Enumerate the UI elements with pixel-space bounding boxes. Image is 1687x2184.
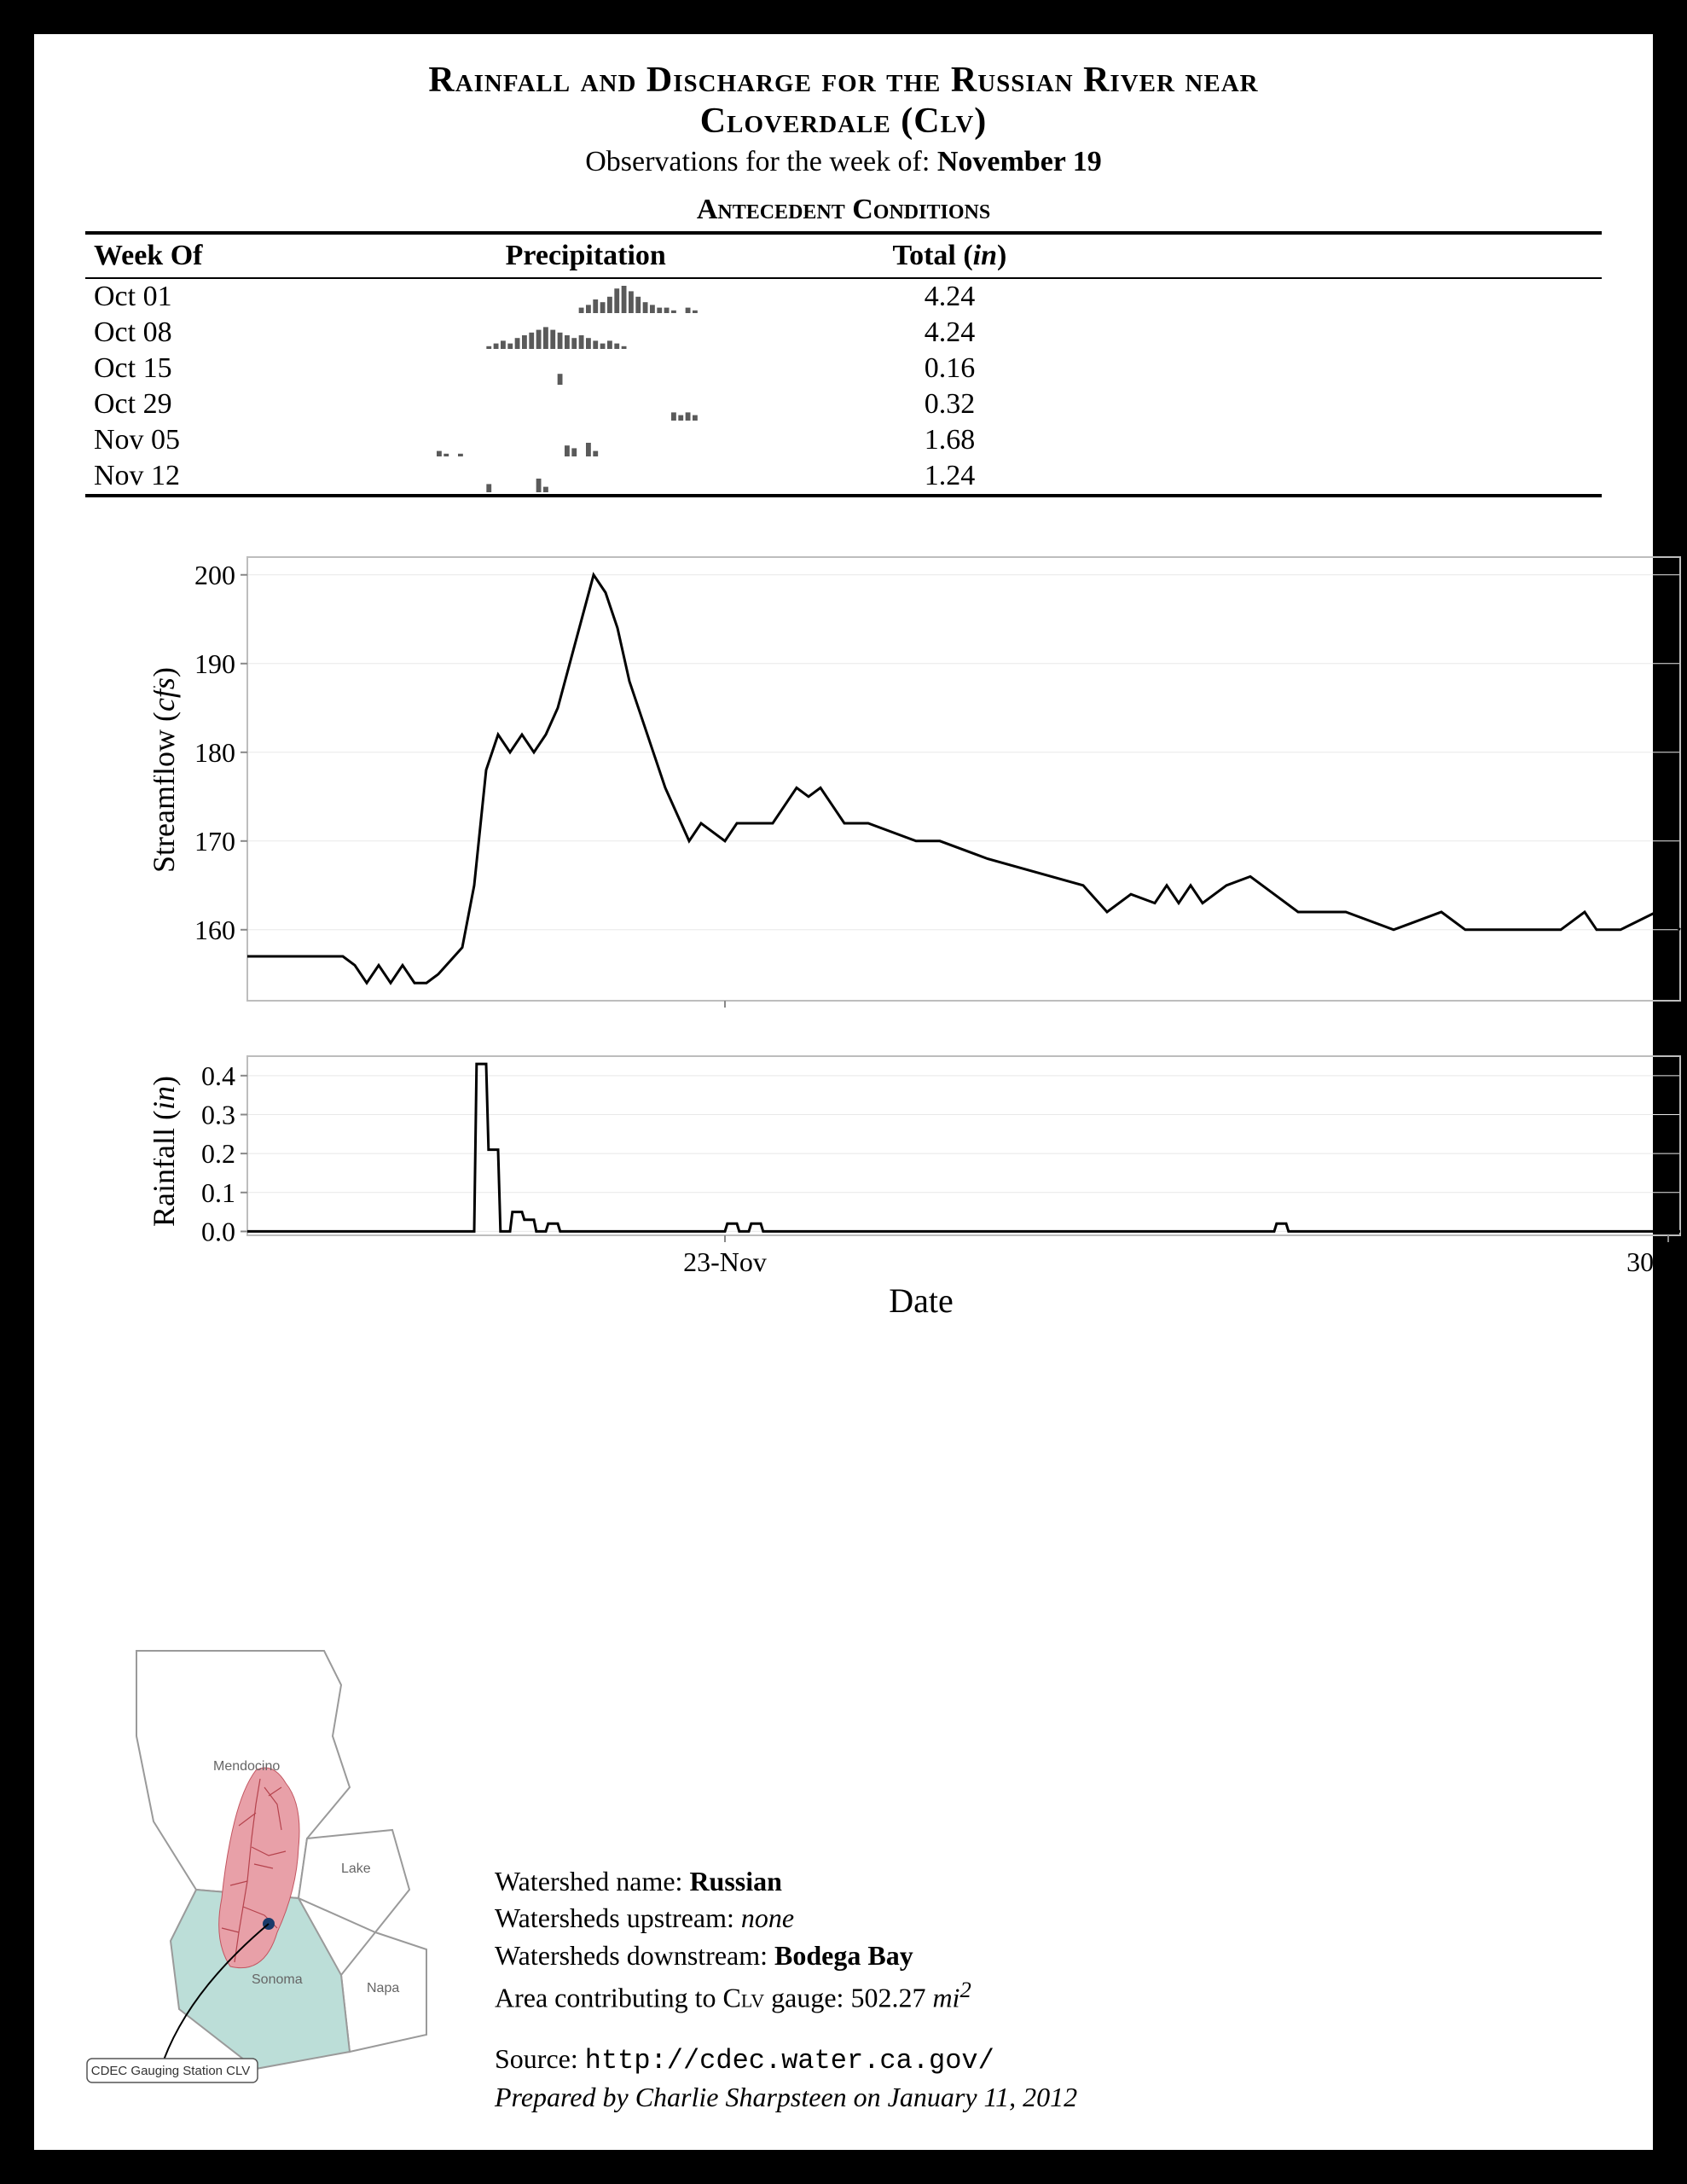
col-spacer	[1086, 233, 1602, 278]
rainfall-ylabel: Rainfall (in)	[154, 1076, 181, 1227]
cell-sparkline	[358, 315, 813, 351]
svg-text:200: 200	[194, 559, 235, 590]
conditions-table: Week Of Precipitation Total (in)Total (i…	[85, 231, 1602, 497]
county-lake	[299, 1830, 409, 1932]
subtitle-prefix: Observations for the week of:	[585, 146, 937, 177]
meta-downstream: Watersheds downstream: Bodega Bay	[495, 1937, 1077, 1974]
table-row: Oct 08 4.24	[85, 315, 1602, 351]
cell-week: Nov 05	[85, 422, 358, 458]
rainfall-chart: Rainfall (in) 0.00.10.20.30.423-Nov30-No…	[154, 1048, 1602, 1325]
meta-watershed-name: Watershed name: Russian	[495, 1863, 1077, 1900]
svg-text:190: 190	[194, 648, 235, 678]
table-row: Nov 05 1.68	[85, 422, 1602, 458]
date-xlabel: Date	[889, 1281, 954, 1320]
meta-prepared: Prepared by Charlie Sharpsteen on Januar…	[495, 2079, 1077, 2116]
cell-sparkline	[358, 351, 813, 386]
col-total: Total (in)Total (in)	[813, 233, 1086, 278]
table-row: Nov 12 1.24	[85, 458, 1602, 496]
svg-text:170: 170	[194, 825, 235, 856]
watershed-map: CDEC Gauging Station CLV Mendocino Lake So…	[85, 1634, 461, 2116]
svg-text:CDEC Gauging Station CLV: CDEC Gauging Station CLV	[91, 2064, 250, 2078]
streamflow-ylabel: Streamflow (cfs)	[154, 667, 181, 873]
svg-text:Sonoma: Sonoma	[252, 1972, 303, 1987]
antecedent-table: Week Of Precipitation Total (in)Total (i…	[85, 231, 1602, 497]
table-row: Oct 01 4.24	[85, 278, 1602, 315]
svg-text:0.3: 0.3	[201, 1099, 235, 1130]
rainfall-svg: Rainfall (in) 0.0 0.1 0.2 0.3 0.4 23-Nov 30-No…	[154, 1048, 1687, 1321]
svg-text:0.1: 0.1	[201, 1176, 235, 1207]
cell-total: 1.68	[813, 422, 1086, 458]
cell-week: Oct 29	[85, 386, 358, 422]
svg-text:23-Nov: 23-Nov	[683, 1246, 767, 1277]
svg-text:0.4: 0.4	[201, 1060, 235, 1090]
svg-text:0.0: 0.0	[201, 1216, 235, 1246]
svg-text:160: 160	[194, 914, 235, 944]
streamflow-chart: Streamflow (cfs) 160 170 180 190 200	[154, 549, 1602, 1031]
cell-sparkline	[358, 386, 813, 422]
cell-sparkline	[358, 278, 813, 315]
report-subtitle: Observations for the week of: November 1…	[85, 146, 1602, 178]
metadata-block: Watershed name: Russian Watersheds upstr…	[495, 1863, 1077, 2116]
cell-week: Oct 08	[85, 315, 358, 351]
cell-sparkline	[358, 458, 813, 496]
report-title: Rainfall and Discharge for the Russian R…	[85, 60, 1602, 142]
svg-text:Lake: Lake	[341, 1862, 371, 1876]
station-label: CDEC Gauging Station CLV	[87, 2059, 258, 2082]
cell-total: 0.32	[813, 386, 1086, 422]
svg-text:0.2: 0.2	[201, 1138, 235, 1169]
cell-sparkline	[358, 422, 813, 458]
meta-source: Source: http://cdec.water.ca.gov/	[495, 2041, 1077, 2079]
svg-text:180: 180	[194, 736, 235, 767]
meta-upstream: Watersheds upstream: none	[495, 1900, 1077, 1937]
col-week: Week Of	[85, 233, 358, 278]
cell-total: 4.24	[813, 278, 1086, 315]
cell-week: Nov 12	[85, 458, 358, 496]
table-header-row: Week Of Precipitation Total (in)Total (i…	[85, 233, 1602, 278]
cell-total: 4.24	[813, 315, 1086, 351]
cell-total: 0.16	[813, 351, 1086, 386]
svg-text:Mendocino: Mendocino	[213, 1759, 280, 1774]
col-precip: Precipitation	[358, 233, 813, 278]
streamflow-svg: Streamflow (cfs) 160 170 180 190 200	[154, 549, 1687, 1026]
svg-text:Napa: Napa	[367, 1981, 399, 1995]
antecedent-heading: Antecedent Conditions	[85, 194, 1602, 226]
svg-text:30-Nov: 30-Nov	[1626, 1246, 1687, 1277]
cell-total: 1.24	[813, 458, 1086, 496]
table-row: Oct 15 0.16	[85, 351, 1602, 386]
meta-area: Area contributing to Clv gauge: 502.27 m…	[495, 1974, 1077, 2017]
title-line-1: Rainfall and Discharge for the Russian R…	[428, 61, 1258, 100]
table-row: Oct 29 0.32	[85, 386, 1602, 422]
title-line-2: Cloverdale (Clv)	[700, 102, 987, 141]
map-svg: CDEC Gauging Station CLV Mendocino Lake So…	[85, 1634, 461, 2111]
cell-week: Oct 15	[85, 351, 358, 386]
footer-block: CDEC Gauging Station CLV Mendocino Lake So…	[85, 1634, 1077, 2116]
subtitle-week: November 19	[937, 146, 1102, 177]
cell-week: Oct 01	[85, 278, 358, 315]
report-page: Rainfall and Discharge for the Russian R…	[34, 34, 1653, 2150]
